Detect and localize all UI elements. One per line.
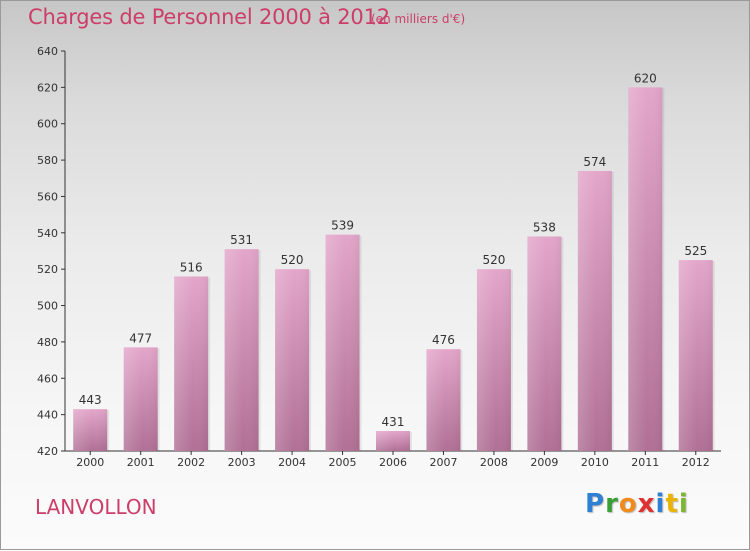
bar-shine: [628, 87, 663, 451]
data-label: 431: [382, 415, 405, 429]
y-tick-label: 560: [37, 190, 58, 203]
logo-letter: o: [618, 489, 638, 519]
chart-title: Charges de Personnel 2000 à 2012: [28, 5, 390, 29]
y-axis: 420 440 460 480 500 520 540 560 580 600 620 640: [37, 45, 66, 458]
x-tick-label: 2003: [228, 456, 256, 469]
bar-shine: [325, 234, 360, 451]
x-tick-label: 2000: [76, 456, 104, 469]
y-tick-label: 480: [37, 336, 58, 349]
x-tick-label: 2011: [631, 456, 659, 469]
bars: [73, 87, 715, 451]
y-tick-label: 460: [37, 372, 58, 385]
x-tick-label: 2012: [682, 456, 710, 469]
logo-letter: i: [655, 489, 666, 519]
data-label: 620: [634, 71, 657, 85]
x-tick-label: 2002: [177, 456, 205, 469]
bar-shine: [123, 347, 158, 451]
y-tick-label: 620: [37, 81, 58, 94]
bar-shine: [678, 260, 713, 451]
x-tick-label: 2001: [127, 456, 155, 469]
bar-shine: [426, 349, 461, 451]
y-tick-label: 500: [37, 300, 58, 313]
logo-letter: P: [585, 489, 606, 519]
y-tick-label: 440: [37, 409, 58, 422]
data-labels: 443 477 516 531 520 539 431 476 520 538 574 620 525: [79, 71, 707, 429]
data-label: 520: [482, 253, 505, 267]
commune-name: LANVOLLON: [35, 495, 157, 519]
y-tick-label: 600: [37, 118, 58, 131]
data-label: 520: [281, 253, 304, 267]
y-tick-label: 580: [37, 154, 58, 167]
logo-letter: x: [637, 489, 656, 519]
x-tick-label: 2004: [278, 456, 306, 469]
x-tick-label: 2010: [581, 456, 609, 469]
x-tick-label: 2007: [429, 456, 457, 469]
x-tick-label: 2009: [530, 456, 558, 469]
x-tick-label: 2006: [379, 456, 407, 469]
data-label: 525: [684, 244, 707, 258]
bar-shine: [224, 249, 259, 451]
bar-shine: [376, 431, 410, 451]
bar-shine: [275, 269, 310, 451]
data-label: 516: [180, 260, 203, 274]
y-tick-label: 420: [37, 445, 58, 458]
logo-letter: t: [665, 489, 679, 519]
y-tick-label: 640: [37, 45, 58, 58]
logo-letter: i: [678, 489, 689, 519]
y-tick-label: 520: [37, 263, 58, 276]
data-label: 574: [583, 155, 606, 169]
bar-shine: [577, 171, 612, 451]
x-axis: 2000 2001 2002 2003 2004 2005 2006 2007 2008 2009…: [65, 450, 721, 469]
data-label: 531: [230, 233, 253, 247]
bar-shine: [73, 409, 108, 451]
y-tick-label: 540: [37, 227, 58, 240]
chart-subtitle: (en milliers d'€): [371, 12, 466, 26]
x-tick-label: 2008: [480, 456, 508, 469]
bar-shine: [174, 276, 209, 451]
data-label: 476: [432, 333, 455, 347]
bar-shine: [527, 236, 562, 451]
data-label: 443: [79, 393, 102, 407]
bar-shine: [476, 269, 511, 451]
proxiti-logo: Proxiti: [585, 489, 689, 519]
data-label: 539: [331, 219, 354, 233]
logo-letter: r: [605, 489, 619, 519]
data-label: 538: [533, 220, 556, 234]
data-label: 477: [129, 331, 152, 345]
x-tick-label: 2005: [329, 456, 357, 469]
